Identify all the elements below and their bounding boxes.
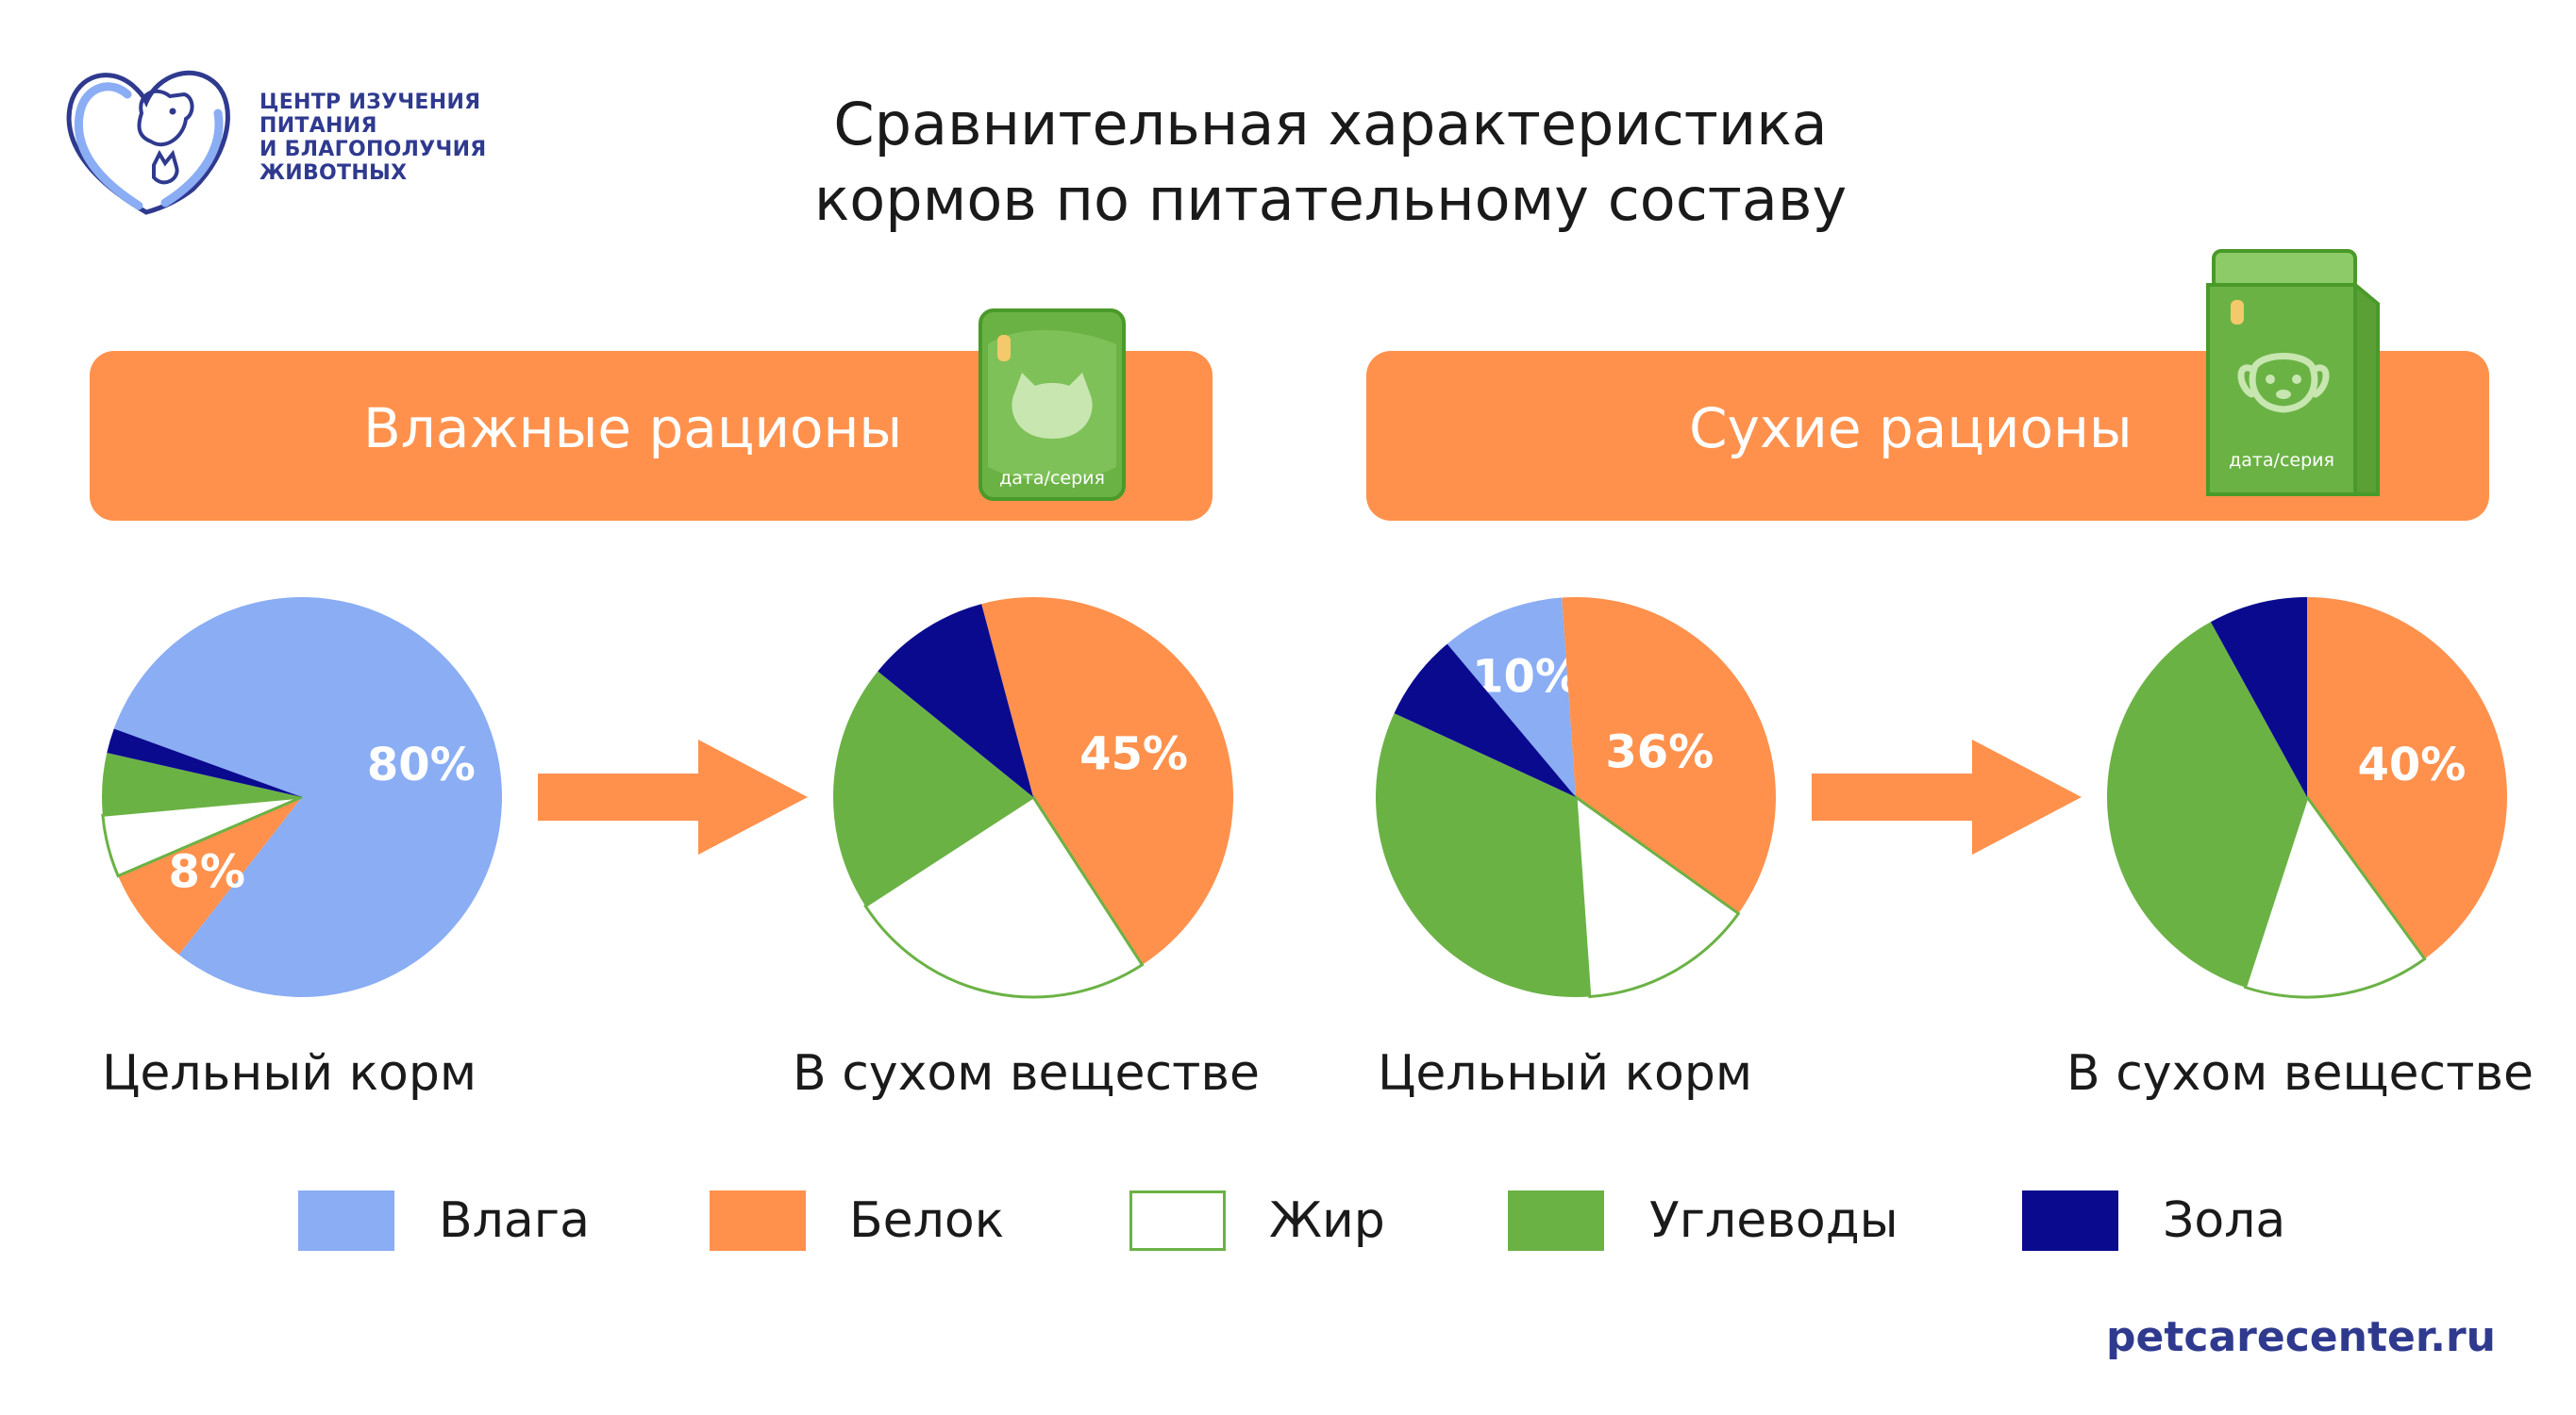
logo-icon [66,70,230,215]
pie-label: В сухом веществе [2066,1045,2534,1102]
wet-banner-label: Влажные рационы [363,396,903,460]
logo-line: И БЛАГОПОЛУЧИЯ [259,138,487,161]
title-line: Сравнительная характеристика [833,90,1828,158]
pie-dry-dry: 40% [2107,597,2507,999]
site-link[interactable]: petcarecenter.ru [2106,1313,2496,1361]
pie-slice-carbs [101,753,302,816]
pie-slice-ash [878,604,1033,797]
legend-label: Зола [2163,1192,2286,1249]
arrow-right-icon [1812,740,2082,855]
pie-slice-protein [1562,597,1776,914]
pie-slice-fat [101,795,303,878]
pie-data-label: 40% [2357,739,2466,791]
pie-slice-moisture [113,597,503,997]
pie-wet-whole: 80% 8% [101,597,503,997]
pie-slice-carbs [833,671,1033,907]
pie-slice-ash [2210,597,2307,797]
pie-slice-carbs [2107,622,2307,988]
pie-slice-fat [1574,793,1741,999]
legend-swatch [298,1190,394,1251]
pie-label: Цельный корм [102,1045,477,1102]
legend-swatch [2022,1190,2118,1251]
legend-label: Влага [439,1192,590,1249]
pie-data-label: 8% [168,846,245,899]
wet-pouch-icon: дата/серия [979,308,1126,501]
pie-wet-dry: 45% [833,597,1233,999]
pie-slice-protein [2307,597,2507,959]
pie-slice-fat [2243,793,2427,999]
logo-line: ЖИВОТНЫХ [259,161,408,185]
pie-slice-moisture [1447,597,1576,797]
dry-banner-label: Сухие рационы [1689,396,2133,460]
pie-slice-ash [107,728,302,797]
pie-data-label: 36% [1605,725,1714,778]
title-line: кормов по питательному составу [813,165,1848,234]
legend-swatch [1508,1190,1604,1251]
legend-label: Углеводы [1649,1192,1899,1249]
pie-label: Цельный корм [1378,1045,1753,1102]
legend-swatch [1129,1190,1226,1251]
legend-label: Белок [849,1192,1005,1249]
logo-line: ЦЕНТР ИЗУЧЕНИЯ [259,91,481,114]
logo-line: ПИТАНИЯ [259,114,377,138]
legend-label: Жир [1269,1192,1385,1249]
arrow-right-icon [538,740,808,855]
page-title: Сравнительная характеристика кормов по п… [528,87,2133,238]
pie-slice-carbs [1376,713,1590,997]
pack-text: дата/серия [999,468,1105,489]
pie-slice-ash [1394,643,1576,797]
legend-swatch [710,1190,806,1251]
dry-bag-icon: дата/серия [2206,249,2380,496]
pie-data-label: 10% [1472,650,1581,703]
pie-slice-protein [118,797,302,956]
pack-text: дата/серия [2229,450,2334,471]
pie-slice-protein [981,597,1233,965]
pie-label: В сухом веществе [793,1045,1261,1102]
logo-text: ЦЕНТР ИЗУЧЕНИЯ ПИТАНИЯ И БЛАГОПОЛУЧИЯ ЖИ… [259,91,543,185]
pie-data-label: 80% [367,739,476,791]
pie-dry-whole: 10% 36% [1376,597,1776,999]
pie-data-label: 45% [1079,728,1188,781]
pie-slice-fat [863,794,1145,999]
